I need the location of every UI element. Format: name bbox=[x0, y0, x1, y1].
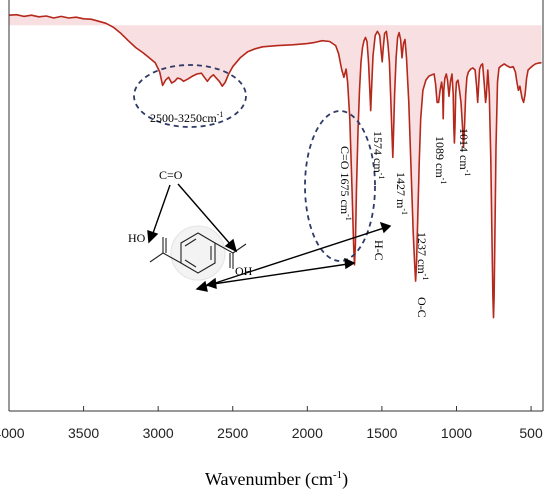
x-tick-label-1000: 1000 bbox=[441, 425, 472, 441]
x-tick-label-4000: 4000 bbox=[0, 425, 25, 441]
co-region-ellipse bbox=[304, 110, 376, 262]
ring-double-bond-1 bbox=[184, 238, 197, 247]
molecule-label-ho: HO bbox=[128, 231, 146, 245]
co-arrow-right-head bbox=[224, 238, 238, 253]
annotation-1089: 1089 cm-1 bbox=[433, 136, 448, 184]
annotation-1427: 1427 m-1 bbox=[394, 172, 409, 215]
right-hydroxyl-bond bbox=[232, 243, 247, 254]
x-tick-label-1500: 1500 bbox=[366, 425, 397, 441]
spectrum-line-0 bbox=[8, 13, 542, 319]
ring-double-bond-3 bbox=[184, 259, 197, 268]
oc-arrow-head-left bbox=[205, 277, 217, 290]
co-arrow-right bbox=[177, 183, 232, 246]
annotation-oc: O-C bbox=[415, 297, 429, 318]
co-arrow-left bbox=[151, 184, 171, 237]
x-tick-label-2000: 2000 bbox=[292, 425, 323, 441]
annotation-co-label: C=O bbox=[159, 168, 183, 182]
spectrum-layer bbox=[8, 13, 542, 319]
annotation-1237: 1237 cm-1 bbox=[415, 232, 430, 280]
annotation-hc: H-C bbox=[372, 240, 386, 261]
x-tick-label-2500: 2500 bbox=[217, 425, 248, 441]
co-arrow-left-head bbox=[147, 229, 159, 244]
tick-layer: 4000 3500 3000 2500 2000 1500 1000 500 bbox=[0, 406, 543, 441]
oc-arrow-head-right bbox=[344, 257, 356, 270]
x-axis-title: Wavenumber (cm-1) bbox=[205, 469, 348, 490]
terephthalic-acid-structure bbox=[149, 225, 247, 281]
annotation-1014: 1014 cm-1 bbox=[457, 128, 472, 176]
x-tick-label-3500: 3500 bbox=[68, 425, 99, 441]
oc-arrow bbox=[212, 263, 349, 285]
hc-arrow bbox=[202, 227, 385, 288]
annotation-1574: 1574 cm-1 bbox=[371, 131, 386, 179]
annotation-co-1675: C=O 1675 cm-1 bbox=[338, 146, 353, 221]
x-tick-label-3000: 3000 bbox=[143, 425, 174, 441]
oh-region-ellipse bbox=[133, 64, 247, 128]
molecule-halo bbox=[170, 225, 226, 281]
annotation-oh-range: 2500-3250cm-1 bbox=[150, 110, 223, 125]
left-hydroxyl-bond bbox=[149, 252, 164, 263]
right-carboxyl-bond bbox=[214, 242, 234, 254]
left-carboxyl-bond bbox=[162, 252, 182, 264]
x-tick-label-500: 500 bbox=[519, 425, 543, 441]
hc-arrow-head-left bbox=[195, 280, 208, 292]
molecule-label-oh: OH bbox=[235, 264, 253, 278]
hc-arrow-head-right bbox=[379, 221, 392, 234]
